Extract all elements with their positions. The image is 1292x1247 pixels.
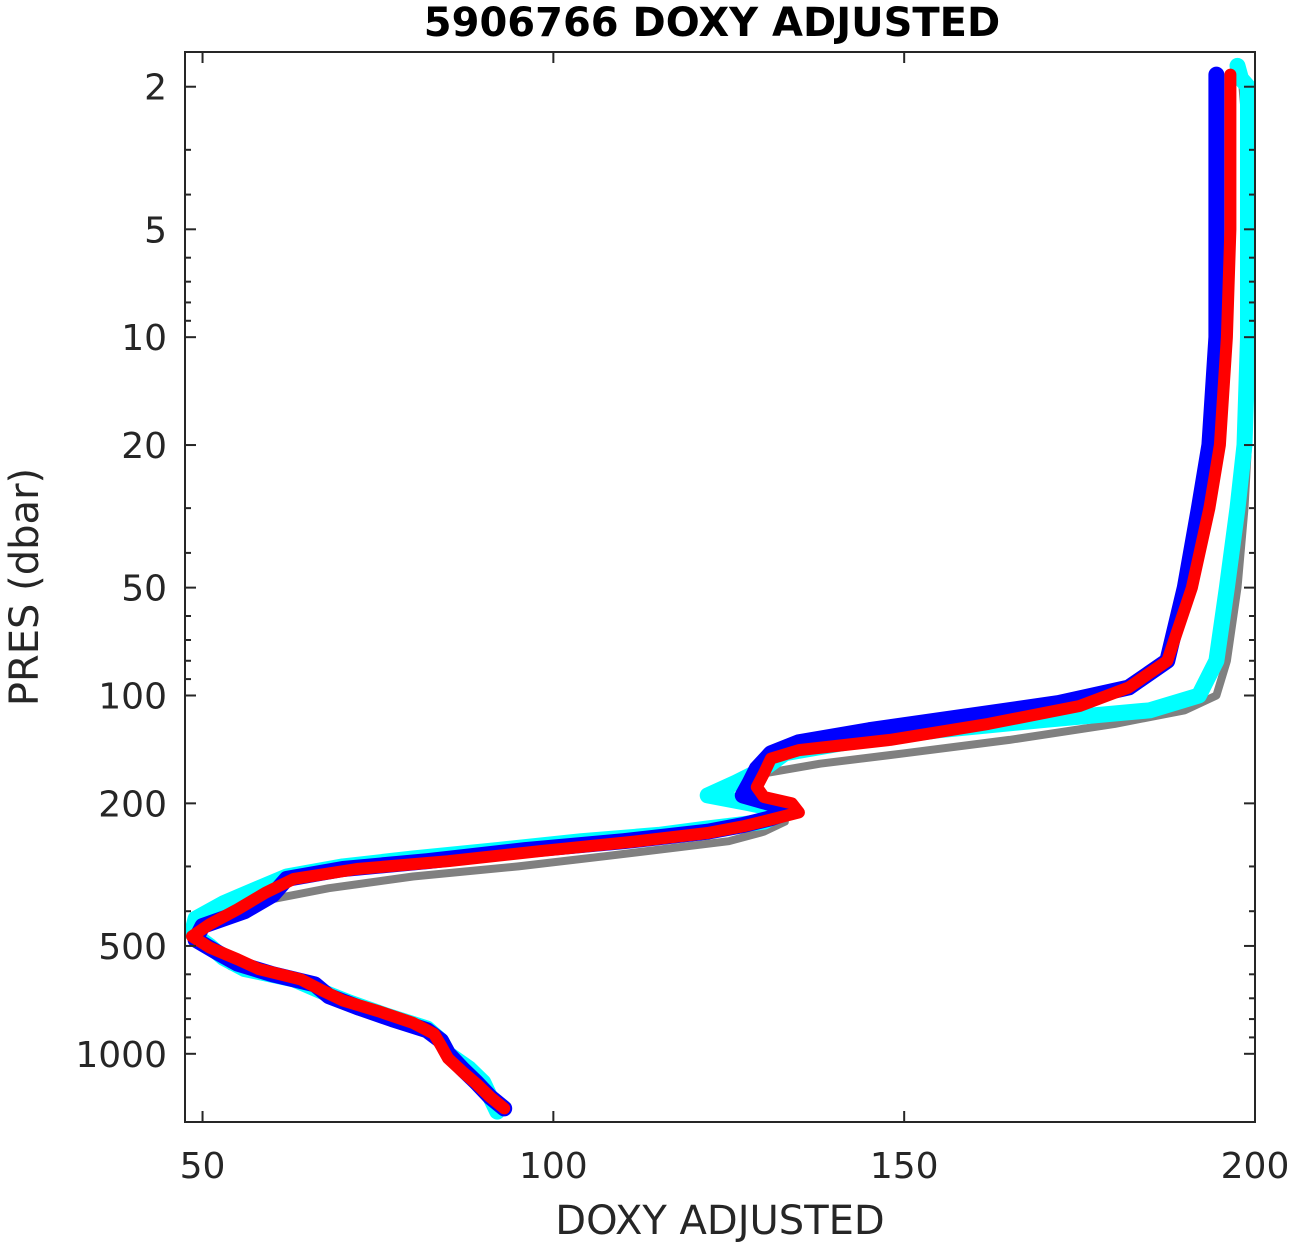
y-tick-label: 10 [121,318,167,359]
y-tick-label: 2 [144,68,167,109]
y-tick-label: 500 [98,927,167,968]
y-axis-label: PRES (dbar) [2,468,48,706]
y-tick-label: 1000 [75,1035,167,1076]
plot-frame [184,51,1256,1123]
series-layer [185,57,1255,1120]
series-line-4 [186,68,1237,1115]
x-tick-label: 100 [519,1146,588,1187]
series-line-1 [188,66,1255,1113]
y-tick-label: 20 [121,426,167,467]
series-line-2 [185,57,1255,1120]
y-tick-label: 50 [121,569,167,610]
x-tick-label: 50 [180,1146,226,1187]
y-tick-label: 5 [144,210,167,251]
x-axis-label: DOXY ADJUSTED [555,1198,884,1244]
tick-layer: 50 100 150 200 2 5 10 20 50 100 200 500 1000 [75,52,1289,1187]
y-tick-label: 200 [98,784,167,825]
y-tick-label: 100 [98,676,167,717]
series-line-3 [187,66,1225,1117]
x-tick-label: 150 [870,1146,939,1187]
chart-title: 5906766 DOXY ADJUSTED [424,0,1000,46]
x-tick-label: 200 [1221,1146,1290,1187]
